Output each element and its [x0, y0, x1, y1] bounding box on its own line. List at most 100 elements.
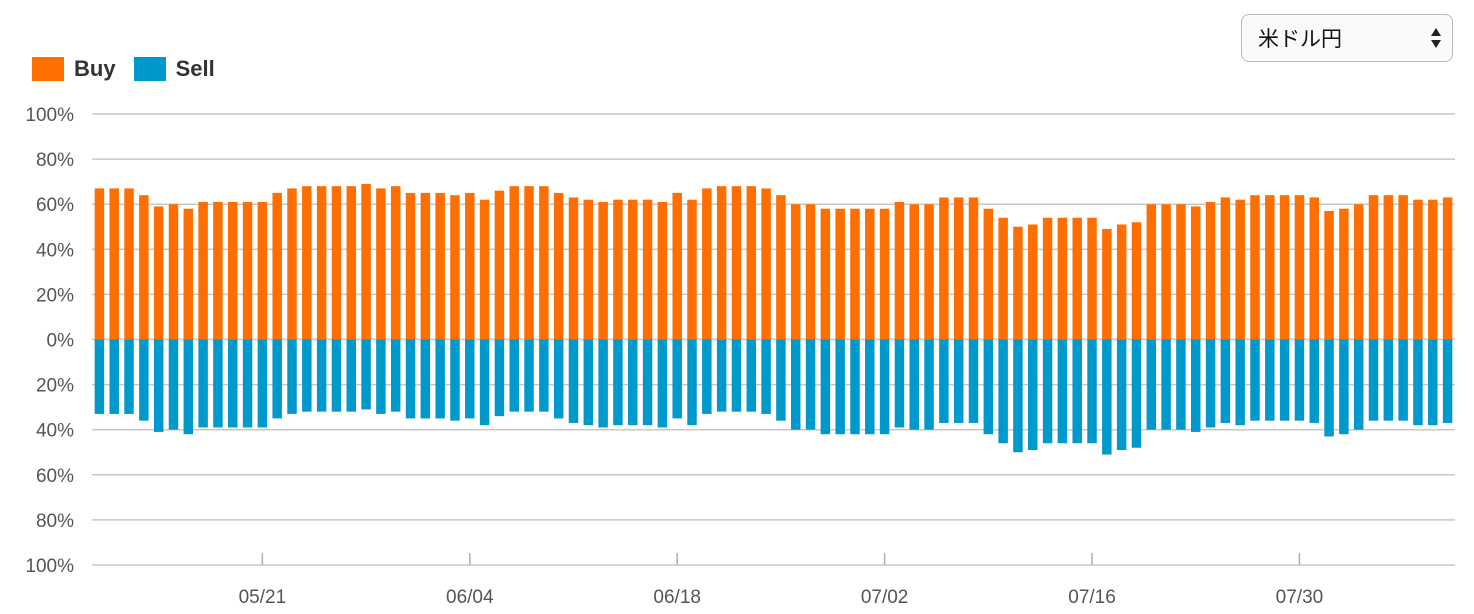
- buy-bar: [746, 186, 757, 340]
- buy-bar: [539, 186, 549, 340]
- buy-bar: [968, 197, 979, 340]
- y-tick-label: 60%: [36, 195, 74, 216]
- buy-bar: [94, 188, 105, 340]
- sell-bar: [509, 339, 519, 412]
- buy-bar: [198, 201, 208, 340]
- y-tick-label: 40%: [36, 240, 74, 261]
- sell-bar: [1072, 339, 1082, 444]
- sell-bar: [1428, 339, 1438, 426]
- y-tick-label: 100%: [25, 105, 74, 126]
- sell-bar: [968, 339, 979, 423]
- sell-bar: [242, 339, 253, 428]
- x-tick-label: 07/02: [861, 587, 909, 608]
- sell-bar: [1146, 339, 1157, 430]
- y-tick-label: 20%: [36, 285, 74, 306]
- buy-bar: [1413, 199, 1423, 340]
- sell-bar: [94, 339, 105, 414]
- sell-bar: [331, 339, 342, 412]
- buy-bar: [939, 197, 949, 340]
- buy-bar: [168, 204, 179, 340]
- currency-pair-select[interactable]: 米ドル円: [1241, 14, 1453, 62]
- sell-bar: [1116, 339, 1127, 450]
- buy-bar: [1250, 195, 1260, 340]
- buy-bar: [687, 199, 697, 340]
- buy-bar: [1190, 206, 1201, 340]
- legend-label-sell: Sell: [175, 56, 215, 81]
- buy-bar: [924, 204, 934, 340]
- buy-bar: [1294, 195, 1305, 340]
- legend-label-buy: Buy: [74, 56, 116, 81]
- sell-bar: [1309, 339, 1319, 423]
- buy-bar: [153, 206, 164, 340]
- buy-bar: [257, 201, 268, 340]
- buy-bar: [1324, 210, 1334, 340]
- x-tick-label: 07/16: [1068, 587, 1116, 608]
- sell-bar: [1205, 339, 1216, 428]
- sell-bar: [1013, 339, 1023, 453]
- sell-bar: [583, 339, 594, 426]
- sell-bar: [879, 339, 890, 435]
- buy-bar: [583, 199, 594, 340]
- buy-bar: [790, 204, 801, 340]
- sell-bar: [1235, 339, 1245, 426]
- currency-pair-value: 米ドル円: [1258, 28, 1342, 51]
- buy-bar: [1161, 204, 1171, 340]
- buy-bar: [1116, 224, 1127, 340]
- buy-bar: [1072, 217, 1082, 340]
- buy-bar: [1309, 197, 1319, 340]
- y-tick-label: 20%: [36, 376, 74, 397]
- sell-bar: [1220, 339, 1231, 423]
- sell-bar: [1057, 339, 1068, 444]
- sell-bar: [598, 339, 608, 428]
- sell-bar: [939, 339, 949, 423]
- buy-bar: [450, 195, 460, 340]
- x-tick-label: 06/18: [653, 587, 701, 608]
- sell-bar: [687, 339, 697, 426]
- buy-bar: [613, 199, 623, 340]
- buy-bar: [124, 188, 134, 340]
- buy-bar: [1265, 195, 1275, 340]
- buy-bar: [1087, 217, 1097, 340]
- sell-bar: [953, 339, 964, 423]
- buy-bar: [1353, 204, 1364, 340]
- buy-bar: [1013, 226, 1023, 340]
- buy-bar: [553, 192, 564, 340]
- buy-bar: [894, 201, 905, 340]
- buy-bar: [1102, 229, 1112, 340]
- sell-bar: [1398, 339, 1408, 421]
- sell-bar: [820, 339, 831, 435]
- buy-bar: [909, 204, 919, 340]
- buy-bar: [865, 208, 875, 340]
- sell-bar: [228, 339, 238, 428]
- sell-bar: [450, 339, 460, 421]
- buy-bar: [1428, 199, 1438, 340]
- y-tick-label: 0%: [47, 331, 75, 352]
- buy-bar: [1057, 217, 1068, 340]
- sell-bar: [1131, 339, 1142, 448]
- legend-swatch-sell: [133, 57, 166, 81]
- y-axis-ticks: 100% 80% 60% 40% 20% 0% 20% 40% 60% 80% 100%: [25, 105, 74, 577]
- sell-bar: [613, 339, 623, 426]
- sell-bar: [790, 339, 801, 430]
- buy-bar: [1279, 195, 1290, 340]
- buy-bar: [598, 201, 608, 340]
- buy-bar: [509, 186, 519, 340]
- sell-bar: [153, 339, 164, 432]
- buy-bar: [346, 186, 357, 340]
- buy-bar: [465, 192, 475, 340]
- sell-bar: [1279, 339, 1290, 421]
- buy-bar: [702, 188, 712, 340]
- legend-item-sell[interactable]: Sell: [133, 56, 215, 82]
- x-tick-label: 06/04: [446, 587, 494, 608]
- y-tick-label: 80%: [36, 511, 74, 532]
- buy-bar: [272, 192, 282, 340]
- sell-bar: [894, 339, 905, 428]
- buy-bar: [1442, 197, 1453, 340]
- sell-bar: [390, 339, 401, 412]
- buy-bar: [302, 186, 312, 340]
- buy-bar: [568, 197, 579, 340]
- sell-bar: [983, 339, 994, 435]
- legend-item-buy[interactable]: Buy: [32, 56, 116, 82]
- y-tick-label: 40%: [36, 421, 74, 442]
